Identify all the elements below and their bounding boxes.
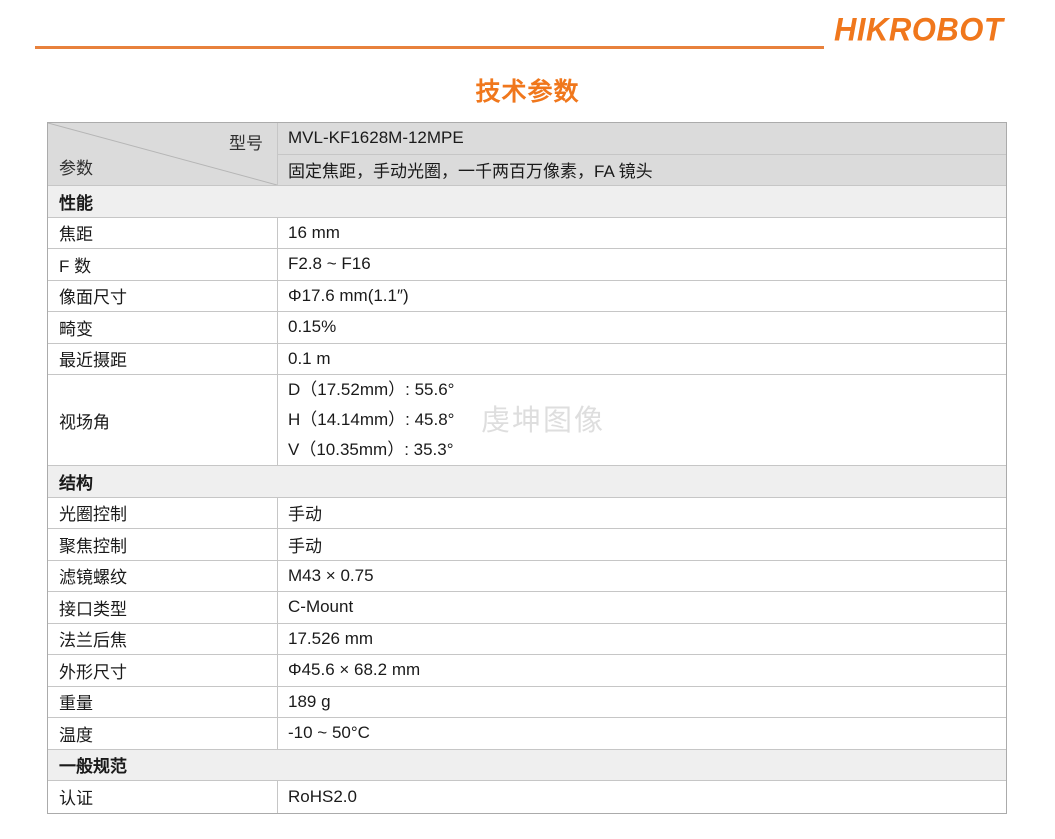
spec-value: RoHS2.0 bbox=[288, 786, 357, 806]
fov-line-diagonal: D（17.52mm）: 55.6° bbox=[288, 380, 455, 399]
spec-row-focus-control: 聚焦控制 手动 bbox=[48, 529, 1006, 561]
spec-value: 16 mm bbox=[288, 222, 340, 242]
spec-row-dimensions: 外形尺寸 Φ45.6 × 68.2 mm bbox=[48, 655, 1006, 687]
spec-label: 聚焦控制 bbox=[48, 529, 278, 560]
spec-row-f-number: F 数 F2.8 ~ F16 bbox=[48, 249, 1006, 281]
spec-row-distortion: 畸变 0.15% bbox=[48, 312, 1006, 344]
spec-label: 法兰后焦 bbox=[48, 623, 278, 654]
spec-value: 0.1 m bbox=[288, 348, 331, 368]
spec-value: C-Mount bbox=[288, 597, 354, 617]
spec-row-weight: 重量 189 g bbox=[48, 686, 1006, 718]
fov-line-horizontal: H（14.14mm）: 45.8° bbox=[288, 410, 455, 429]
spec-row-image-size: 像面尺寸 Φ17.6 mm(1.1″) bbox=[48, 280, 1006, 312]
spec-table: 型号 参数 MVL-KF1628M-12MPE 固定焦距，手动光圈，一千两百万像… bbox=[47, 122, 1007, 814]
spec-label: 认证 bbox=[48, 781, 278, 813]
spec-value: D（17.52mm）: 55.6° H（14.14mm）: 45.8° V（10… bbox=[278, 375, 1006, 465]
spec-value: F2.8 ~ F16 bbox=[288, 254, 371, 274]
diagonal-header-cell: 型号 参数 bbox=[48, 123, 278, 185]
spec-label: 温度 bbox=[48, 718, 278, 749]
spec-value: 手动 bbox=[288, 536, 322, 556]
header-rule bbox=[35, 46, 824, 49]
section-structure: 结构 bbox=[48, 466, 1006, 498]
spec-label: 滤镜螺纹 bbox=[48, 560, 278, 591]
spec-row-flange-back: 法兰后焦 17.526 mm bbox=[48, 623, 1006, 655]
hikrobot-logo: HIKROBOT bbox=[834, 11, 1004, 48]
spec-label: 视场角 bbox=[48, 375, 278, 465]
spec-row-min-working-distance: 最近摄距 0.1 m bbox=[48, 343, 1006, 375]
spec-value: Φ17.6 mm(1.1″) bbox=[288, 285, 409, 305]
spec-label: 光圈控制 bbox=[48, 497, 278, 528]
spec-label: 重量 bbox=[48, 686, 278, 717]
spec-row-mount-type: 接口类型 C-Mount bbox=[48, 592, 1006, 624]
spec-row-certification: 认证 RoHS2.0 bbox=[48, 781, 1006, 813]
spec-label: F 数 bbox=[48, 249, 278, 280]
spec-label: 焦距 bbox=[48, 217, 278, 248]
model-value: MVL-KF1628M-12MPE bbox=[278, 123, 1006, 155]
header-values: MVL-KF1628M-12MPE 固定焦距，手动光圈，一千两百万像素，FA 镜… bbox=[278, 123, 1006, 185]
spec-value: 189 g bbox=[288, 691, 331, 711]
spec-row-field-of-view: 视场角 D（17.52mm）: 55.6° H（14.14mm）: 45.8° … bbox=[48, 375, 1006, 466]
param-header-label: 参数 bbox=[59, 159, 93, 178]
spec-label: 像面尺寸 bbox=[48, 280, 278, 311]
spec-value: M43 × 0.75 bbox=[288, 565, 374, 585]
spec-value: 17.526 mm bbox=[288, 628, 374, 648]
model-header-label: 型号 bbox=[229, 134, 263, 153]
param-value: 固定焦距，手动光圈，一千两百万像素，FA 镜头 bbox=[288, 162, 653, 182]
spec-value: 手动 bbox=[288, 505, 322, 525]
section-general-spec: 一般规范 bbox=[48, 749, 1006, 781]
spec-label: 最近摄距 bbox=[48, 343, 278, 374]
section-performance: 性能 bbox=[48, 186, 1006, 218]
fov-line-vertical: V（10.35mm）: 35.3° bbox=[288, 440, 454, 459]
spec-value: -10 ~ 50°C bbox=[288, 723, 370, 743]
spec-label: 外形尺寸 bbox=[48, 655, 278, 686]
diagonal-divider bbox=[48, 123, 277, 185]
spec-row-focal-length: 焦距 16 mm bbox=[48, 217, 1006, 249]
page-title: 技术参数 bbox=[475, 78, 580, 106]
spec-value: 0.15% bbox=[288, 317, 337, 337]
spec-row-filter-thread: 滤镜螺纹 M43 × 0.75 bbox=[48, 560, 1006, 592]
spec-label: 接口类型 bbox=[48, 592, 278, 623]
spec-row-iris-control: 光圈控制 手动 bbox=[48, 497, 1006, 529]
spec-value: Φ45.6 × 68.2 mm bbox=[288, 660, 421, 680]
table-header: 型号 参数 MVL-KF1628M-12MPE 固定焦距，手动光圈，一千两百万像… bbox=[48, 123, 1006, 186]
spec-label: 畸变 bbox=[48, 312, 278, 343]
spec-row-temperature: 温度 -10 ~ 50°C bbox=[48, 718, 1006, 750]
